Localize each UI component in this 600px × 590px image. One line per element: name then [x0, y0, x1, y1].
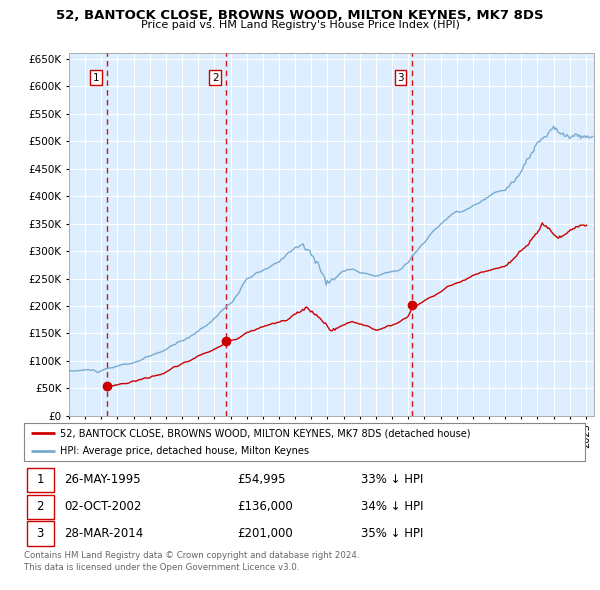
- FancyBboxPatch shape: [27, 522, 54, 546]
- Text: 34% ↓ HPI: 34% ↓ HPI: [361, 500, 423, 513]
- Text: 52, BANTOCK CLOSE, BROWNS WOOD, MILTON KEYNES, MK7 8DS: 52, BANTOCK CLOSE, BROWNS WOOD, MILTON K…: [56, 9, 544, 22]
- Text: HPI: Average price, detached house, Milton Keynes: HPI: Average price, detached house, Milt…: [61, 446, 310, 456]
- Text: 3: 3: [397, 73, 404, 83]
- FancyBboxPatch shape: [27, 468, 54, 492]
- Text: 02-OCT-2002: 02-OCT-2002: [64, 500, 142, 513]
- Text: 1: 1: [37, 473, 44, 486]
- Text: 1: 1: [93, 73, 100, 83]
- Text: £201,000: £201,000: [237, 527, 293, 540]
- FancyBboxPatch shape: [24, 423, 585, 461]
- Text: 3: 3: [37, 527, 44, 540]
- Text: 28-MAR-2014: 28-MAR-2014: [64, 527, 143, 540]
- Text: 35% ↓ HPI: 35% ↓ HPI: [361, 527, 423, 540]
- Text: 2: 2: [212, 73, 218, 83]
- FancyBboxPatch shape: [27, 494, 54, 519]
- Text: 26-MAY-1995: 26-MAY-1995: [64, 473, 141, 486]
- Text: 33% ↓ HPI: 33% ↓ HPI: [361, 473, 423, 486]
- Text: Price paid vs. HM Land Registry's House Price Index (HPI): Price paid vs. HM Land Registry's House …: [140, 20, 460, 30]
- Text: £136,000: £136,000: [237, 500, 293, 513]
- Text: Contains HM Land Registry data © Crown copyright and database right 2024.: Contains HM Land Registry data © Crown c…: [24, 551, 359, 560]
- Text: 52, BANTOCK CLOSE, BROWNS WOOD, MILTON KEYNES, MK7 8DS (detached house): 52, BANTOCK CLOSE, BROWNS WOOD, MILTON K…: [61, 428, 471, 438]
- Text: This data is licensed under the Open Government Licence v3.0.: This data is licensed under the Open Gov…: [24, 563, 299, 572]
- Text: 2: 2: [37, 500, 44, 513]
- Text: £54,995: £54,995: [237, 473, 286, 486]
